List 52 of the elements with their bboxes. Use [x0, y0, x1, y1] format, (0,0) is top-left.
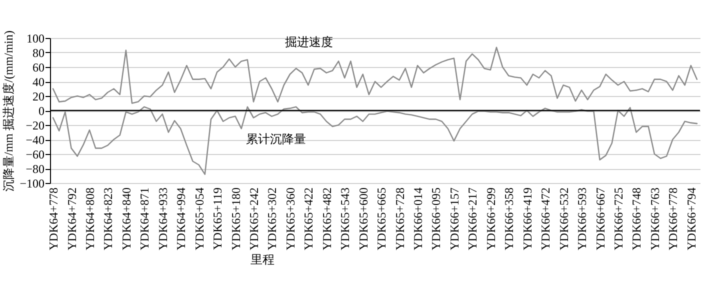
- x-tick-label: YDK66+763: [648, 188, 662, 250]
- x-tick-label: YDK66+299: [484, 188, 498, 250]
- x-tick-label: YDK64+808: [82, 188, 97, 250]
- x-tick-label: YDK65+302: [265, 188, 280, 250]
- x-tick-label: YDK65+600: [356, 188, 370, 250]
- x-tick-label: YDK66+157: [447, 188, 462, 250]
- x-tick-label: YDK66+217: [466, 188, 480, 250]
- annotation: 累计沉降量: [246, 132, 306, 146]
- x-tick-label: YDK66+532: [556, 188, 571, 250]
- y-tick-label: 80: [32, 46, 44, 60]
- x-tick-label: YDK64+823: [101, 188, 116, 250]
- x-tick-label: YDK66+794: [684, 188, 698, 250]
- y-tick-label: 60: [32, 60, 44, 74]
- line-series: [52, 46, 698, 104]
- x-axis-title: 里程: [250, 252, 274, 266]
- x-tick-label: YDK66+358: [502, 188, 516, 250]
- x-tick-label: YDK64+994: [174, 188, 188, 250]
- x-tick-label: YDK66+778: [666, 188, 680, 250]
- x-tick-label: YDK65+119: [210, 188, 225, 250]
- x-tick-label: YDK66+748: [630, 188, 644, 250]
- x-tick-label: YDK66+593: [575, 188, 590, 250]
- y-tick-label: 100: [26, 32, 44, 46]
- x-tick-label: YDK65+360: [283, 188, 298, 250]
- x-tick-label: YDK65+665: [374, 188, 389, 250]
- x-tick-label: YDK65+180: [228, 188, 243, 250]
- y-tick-label: 0: [38, 104, 44, 118]
- y-tick-label: −20: [26, 118, 44, 132]
- y-tick-label: −60: [26, 148, 44, 162]
- y-tick-label: 20: [32, 90, 44, 104]
- x-tick-label: YDK65+242: [247, 188, 262, 250]
- x-tick-label: YDK65+543: [338, 188, 352, 250]
- x-tick-label: YDK64+778: [46, 188, 61, 250]
- y-tick-label: −40: [26, 133, 44, 147]
- x-tick-label: YDK64+871: [138, 188, 152, 250]
- y-tick-label: −80: [26, 162, 44, 176]
- x-tick-label: YDK65+422: [302, 188, 316, 250]
- x-tick-label: YDK65+482: [320, 188, 334, 250]
- x-tick-label: YDK66+095: [429, 188, 444, 250]
- x-tick-label: YDK66+419: [520, 188, 534, 250]
- x-tick-label: YDK66+725: [611, 188, 626, 250]
- y-axis-title: 沉降量/mm 掘进速度/(mm/min): [2, 30, 16, 192]
- y-tick-label: 40: [32, 75, 44, 89]
- y-tick-label: −100: [20, 176, 44, 190]
- x-tick-label: YDK64+792: [64, 188, 79, 250]
- x-tick-label: YDK66+472: [538, 188, 553, 250]
- x-tick-label: YDK65+054: [192, 188, 206, 250]
- x-tick-label: YDK66+667: [593, 188, 608, 250]
- x-tick-label: YDK66+014: [411, 188, 426, 250]
- x-tick-label: YDK64+933: [156, 188, 170, 250]
- annotation: 掘进速度: [285, 35, 333, 49]
- x-tick-label: YDK65+728: [392, 188, 407, 250]
- x-tick-label: YDK64+840: [119, 188, 134, 250]
